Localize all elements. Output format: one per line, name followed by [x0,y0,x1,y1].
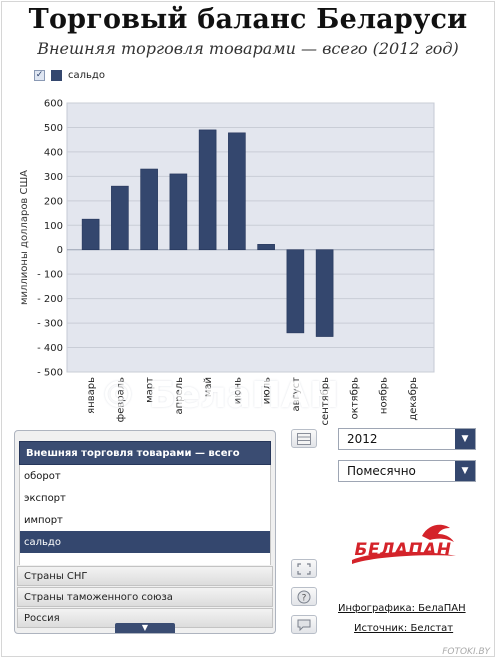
y-axis-ticks: 600 500 400 300 200 100 0 - 100 - 200 - 300 - 400 -… [37,99,63,379]
year-select[interactable]: 2012 ▼ [338,428,476,450]
indicator-panel: Внешняя торговля товарами — всего оборот… [14,430,276,634]
indicator-item[interactable]: оборот [24,470,61,482]
infographic-credit-link[interactable]: Инфографика: БелаПАН [338,603,466,614]
x-tick-label: ноябрь [379,377,390,414]
legend-checkbox[interactable]: ✓ [34,69,45,81]
y-tick-label: 400 [44,147,63,158]
page-subtitle: Внешняя торговля товарами — всего (2012 … [37,39,459,58]
chevron-down-icon[interactable]: ▼ [455,461,475,481]
indicator-item[interactable]: экспорт [24,492,66,504]
y-axis-label: миллионы долларов США [19,170,30,305]
bar-5[interactable] [228,132,246,251]
x-tick-label: июль [262,377,273,404]
logo-emblem [352,524,456,564]
accordion-header-total[interactable]: Внешняя торговля товарами — всего [19,441,271,465]
bar-6[interactable] [257,244,275,251]
table-icon [297,432,311,445]
table-view-button[interactable] [291,429,317,448]
footer-watermark: FOTOKI.BY [442,647,490,657]
indicator-list: оборот экспорт импорт сальдо [19,465,271,565]
bar-2[interactable] [140,168,158,251]
x-tick-label: август [291,377,302,412]
bar-3[interactable] [169,173,188,251]
bar-8[interactable] [315,249,334,337]
comment-button[interactable] [291,615,317,634]
y-tick-label: 200 [44,196,63,207]
bar-7[interactable] [286,249,305,334]
period-select-value: Помесячно [347,464,416,478]
indicator-item-selected[interactable]: сальдо [20,531,270,553]
y-tick-label: - 400 [37,343,63,354]
page-title: Торговый баланс Беларуси [28,4,468,35]
accordion-group-cis[interactable]: Страны СНГ [17,566,273,586]
y-tick-label: 500 [44,123,63,134]
source-credit-link[interactable]: Источник: Белстат [354,623,454,634]
bar-4[interactable] [198,129,217,251]
chevron-down-icon[interactable]: ▼ [455,429,475,449]
year-select-value: 2012 [347,432,378,446]
x-tick-label: сентябрь [320,377,331,426]
x-tick-label: май [203,377,214,397]
y-tick-label: 0 [57,245,63,256]
x-tick-label: октябрь [349,377,360,420]
y-tick-label: 300 [44,172,63,183]
help-icon: ? [297,590,311,603]
expand-icon [297,562,311,575]
scroll-down-button[interactable]: ▼ [115,623,175,633]
fullscreen-button[interactable] [291,559,317,578]
period-select[interactable]: Помесячно ▼ [338,460,476,482]
x-tick-label: декабрь [408,377,419,421]
bar-0[interactable] [81,218,100,251]
y-tick-label: - 500 [37,368,63,379]
comment-icon [297,619,311,631]
accordion-group-customs-union[interactable]: Страны таможенного союза [17,587,273,607]
logo-text: БЕЛАПАН [354,540,452,560]
indicator-item[interactable]: импорт [24,514,63,526]
x-tick-label: апрель [174,377,185,415]
y-tick-label: - 300 [37,319,63,330]
belapan-logo[interactable]: БЕЛАПАН [346,520,460,568]
x-tick-label: январь [86,377,97,414]
bar-chart: 600 500 400 300 200 100 0 - 100 - 200 - 300 - 400 -… [19,99,435,426]
legend-swatch [51,69,62,81]
svg-text:?: ? [302,593,307,603]
x-axis-ticks: январь февраль март апрель май июнь июль август… [86,377,419,426]
bar-1[interactable] [111,185,129,251]
legend-label: сальдо [68,69,105,81]
bars [81,129,334,337]
x-tick-label: февраль [115,377,126,422]
x-tick-label: март [145,377,156,403]
help-button[interactable]: ? [291,587,317,606]
y-tick-label: - 200 [37,294,63,305]
x-tick-label: июнь [232,377,243,404]
y-tick-label: 600 [44,99,63,110]
y-tick-label: 100 [44,221,63,232]
chart-legend: ✓ сальдо [34,68,105,82]
y-tick-label: - 100 [37,270,63,281]
